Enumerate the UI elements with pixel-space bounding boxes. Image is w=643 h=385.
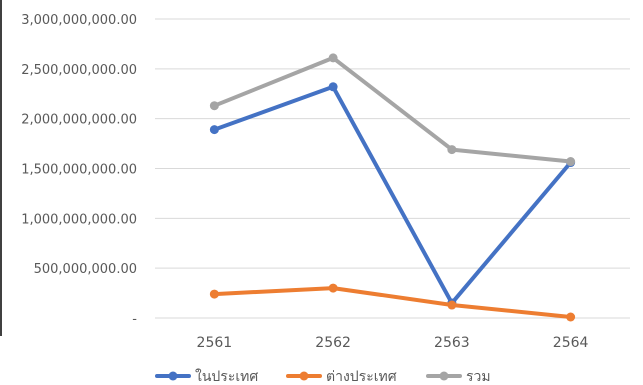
y-tick-label: 1,000,000,000.00	[21, 212, 137, 227]
legend-swatch-marker	[439, 371, 449, 381]
y-tick-label: 1,500,000,000.00	[21, 163, 137, 178]
series-line	[212, 84, 573, 306]
y-axis-tick-labels: - 500,000,000.00 1,000,000,000.00 1,500,000…	[21, 13, 137, 327]
legend: ในประเทศ ต่างประเทศ รวม	[155, 368, 491, 385]
series-lines	[209, 53, 576, 322]
x-tick-label: 2561	[197, 335, 233, 351]
x-axis-tick-labels: 2561 2562 2563 2564	[197, 335, 589, 351]
data-point	[566, 312, 576, 322]
y-tick-label: 3,000,000,000.00	[21, 13, 137, 28]
data-point	[447, 300, 457, 310]
series-line	[212, 55, 573, 164]
legend-item: ในประเทศ	[155, 368, 258, 385]
y-tick-label: -	[132, 312, 137, 327]
data-point	[209, 125, 219, 135]
data-point	[328, 53, 338, 63]
x-tick-label: 2562	[315, 335, 351, 351]
legend-label: ต่างประเทศ	[326, 369, 397, 385]
data-point	[328, 82, 338, 92]
legend-swatch-marker	[168, 371, 178, 381]
data-point	[447, 145, 457, 155]
x-tick-label: 2564	[553, 335, 589, 351]
data-point	[328, 283, 338, 293]
x-tick-label: 2563	[434, 335, 470, 351]
data-point	[209, 101, 219, 111]
legend-label: ในประเทศ	[195, 368, 258, 385]
series-1	[209, 82, 576, 308]
series-3	[209, 53, 576, 167]
legend-swatch-marker	[299, 371, 309, 381]
legend-item: รวม	[426, 369, 491, 385]
series-line	[212, 286, 573, 319]
data-point	[566, 157, 576, 167]
legend-item: ต่างประเทศ	[286, 369, 397, 385]
y-tick-label: 2,000,000,000.00	[21, 113, 137, 128]
gridlines	[155, 18, 630, 319]
y-tick-label: 500,000,000.00	[34, 262, 137, 277]
series-2	[209, 283, 576, 322]
legend-label: รวม	[466, 369, 491, 385]
y-tick-label: 2,500,000,000.00	[21, 63, 137, 78]
data-point	[209, 289, 219, 299]
